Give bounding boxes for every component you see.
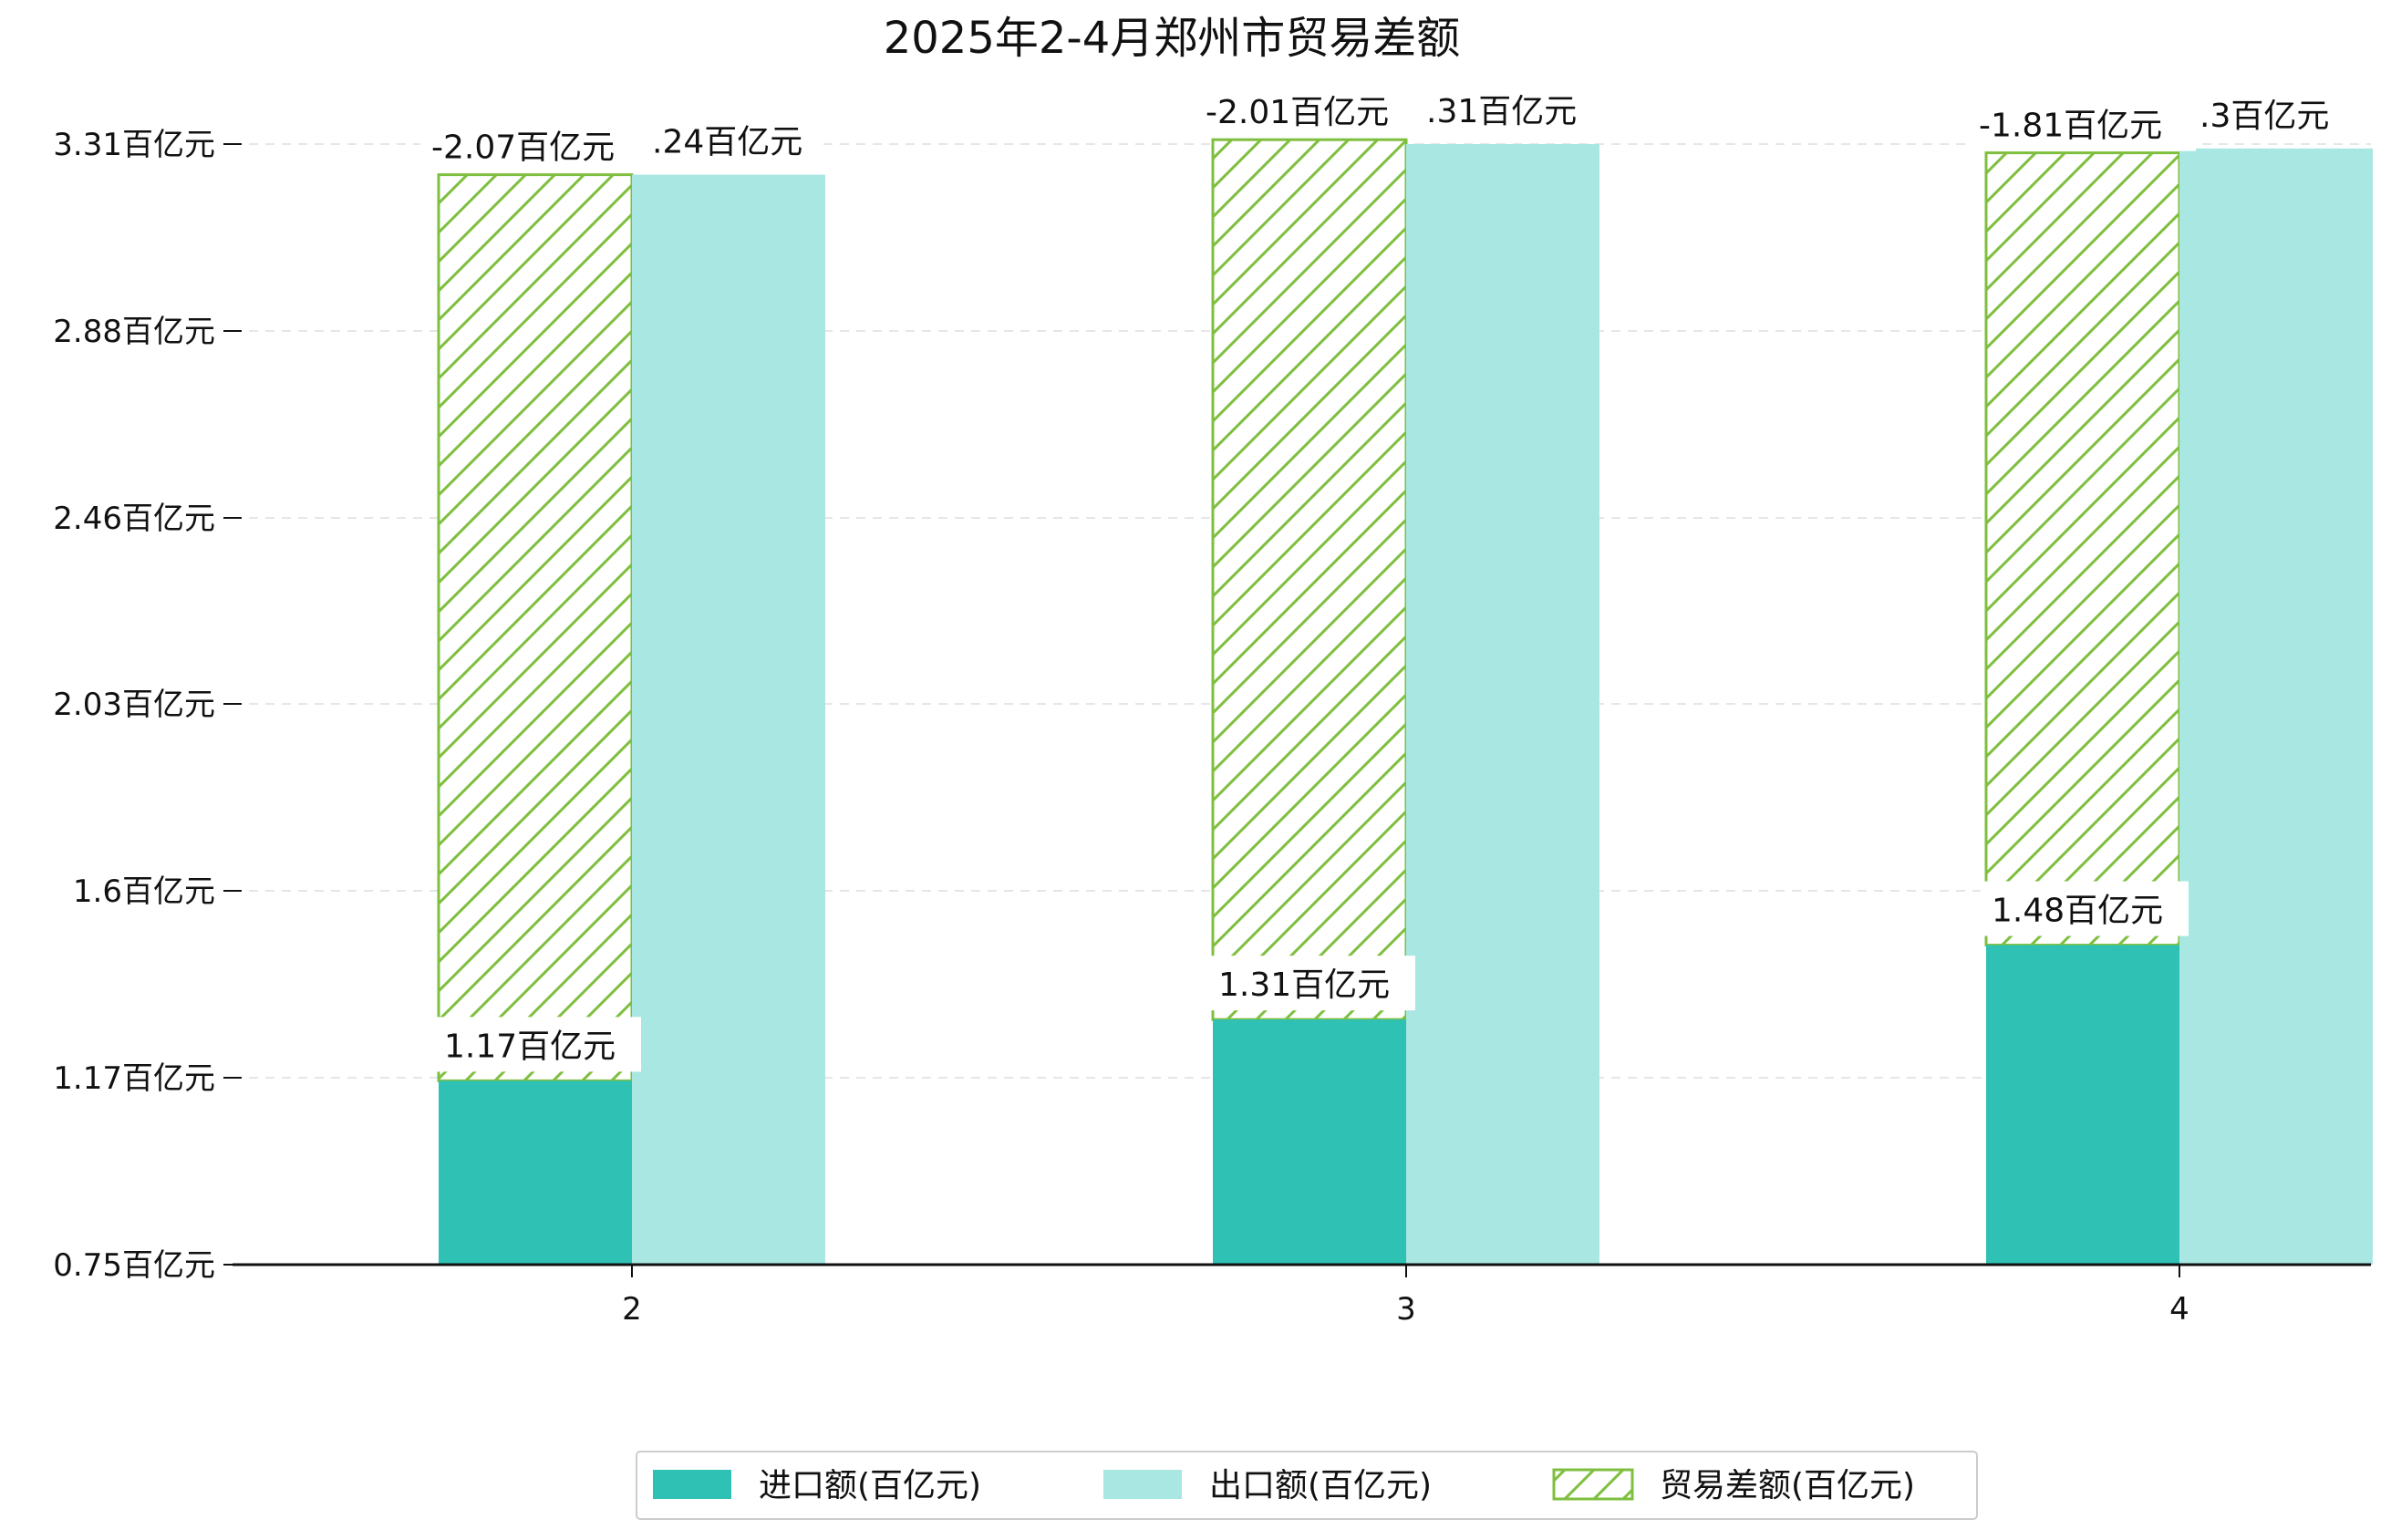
x-axis: 2 3 4 bbox=[233, 1263, 2371, 1328]
y-tick-label: 2.46百亿元 bbox=[53, 501, 215, 537]
y-tick-label: 0.75百亿元 bbox=[53, 1247, 215, 1284]
import-label-bg bbox=[1981, 881, 2189, 936]
balance-label: -2.01百亿元 bbox=[1206, 94, 1389, 131]
import-bar bbox=[1213, 1019, 1406, 1265]
x-tick-label: 3 bbox=[1396, 1291, 1416, 1328]
export-bar bbox=[632, 174, 825, 1265]
export-label-bg bbox=[1415, 82, 1598, 137]
export-bar bbox=[1406, 144, 1599, 1265]
bars bbox=[437, 138, 2373, 1265]
legend-label-export: 出口额(百亿元) bbox=[1209, 1467, 1432, 1504]
export-bar bbox=[2179, 148, 2373, 1265]
y-axis: 0.75百亿元 1.17百亿元 1.6百亿元 2.03百亿元 2.46百亿元 2.88百亿… bbox=[53, 127, 242, 1284]
export-label-bg bbox=[641, 112, 823, 168]
balance-bar bbox=[437, 173, 634, 1082]
chart-title: 2025年2-4月郑州市贸易差额 bbox=[884, 13, 1461, 64]
legend-label-import: 进口额(百亿元) bbox=[759, 1467, 981, 1504]
y-tick-label: 2.03百亿元 bbox=[53, 687, 215, 723]
y-tick-label: 3.31百亿元 bbox=[53, 127, 215, 163]
import-bar bbox=[439, 1080, 632, 1265]
y-tick-label: 1.17百亿元 bbox=[53, 1060, 215, 1097]
export-label: .24百亿元 bbox=[652, 124, 802, 161]
import-label-bg bbox=[433, 1017, 641, 1072]
import-label: 1.31百亿元 bbox=[1218, 966, 1390, 1004]
data-labels: .24百亿元 -2.07百亿元 1.17百亿元 .31百亿元 -2.01百亿元 1.31百… bbox=[420, 82, 2371, 1072]
import-label: 1.48百亿元 bbox=[1992, 893, 2163, 930]
balance-label: -1.81百亿元 bbox=[1979, 108, 2162, 145]
legend-label-balance: 贸易差额(百亿元) bbox=[1660, 1467, 1915, 1504]
balance-label-bg bbox=[1195, 83, 1423, 139]
balance-label-bg bbox=[1968, 96, 2196, 151]
export-label-bg bbox=[2189, 86, 2371, 141]
balance-bar bbox=[1211, 138, 1408, 1021]
balance-label-bg bbox=[420, 118, 648, 173]
legend: 进口额(百亿元) 出口额(百亿元) 贸易差额(百亿元) bbox=[636, 1451, 1978, 1520]
export-label: .3百亿元 bbox=[2200, 98, 2329, 135]
legend-swatch-export bbox=[1103, 1470, 1182, 1499]
import-bar bbox=[1986, 945, 2179, 1265]
legend-swatch-balance bbox=[1552, 1468, 1634, 1501]
legend-frame bbox=[636, 1451, 1978, 1520]
y-tick-label: 1.6百亿元 bbox=[73, 873, 215, 910]
import-label: 1.17百亿元 bbox=[444, 1028, 616, 1065]
x-tick-label: 2 bbox=[622, 1291, 642, 1328]
import-label-bg bbox=[1207, 956, 1415, 1011]
balance-label: -2.07百亿元 bbox=[431, 129, 615, 167]
legend-swatch-import bbox=[653, 1470, 731, 1499]
export-label: .31百亿元 bbox=[1426, 93, 1577, 130]
balance-bar bbox=[1984, 151, 2181, 947]
x-tick-label: 4 bbox=[2169, 1291, 2189, 1328]
y-tick-label: 2.88百亿元 bbox=[53, 314, 215, 350]
